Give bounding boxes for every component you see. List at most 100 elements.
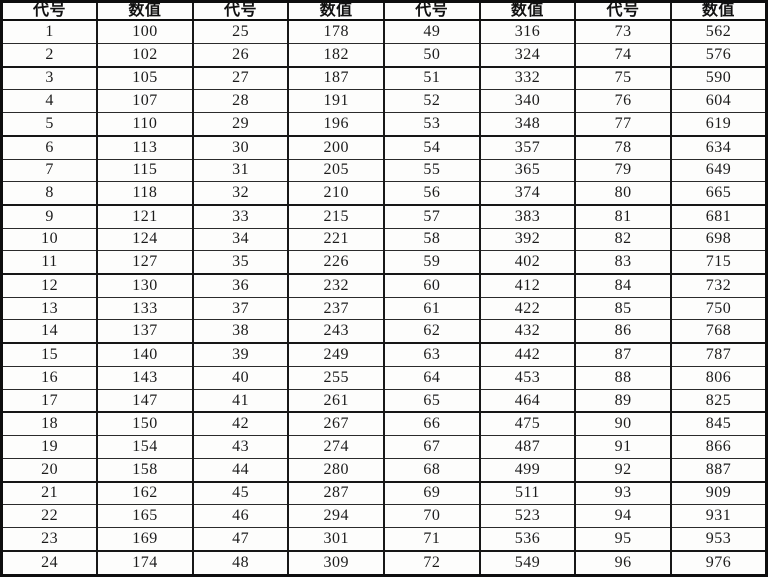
value-cell: 412: [478, 273, 577, 298]
table-row: 8 118 32 210 56 374 80 665: [0, 181, 768, 206]
code-cell: 72: [383, 550, 481, 577]
value-cell: 200: [287, 135, 385, 160]
value-cell: 127: [96, 250, 194, 276]
code-cell: 23: [0, 526, 99, 552]
value-cell: 619: [669, 111, 768, 137]
code-cell: 86: [574, 319, 672, 345]
table-row: 4 107 28 191 52 340 76 604: [0, 89, 768, 113]
code-cell: 61: [383, 296, 481, 321]
value-cell: 187: [287, 66, 385, 91]
code-cell: 8: [0, 181, 99, 206]
code-cell: 1: [0, 19, 99, 44]
table-row: 2 102 26 182 50 324 74 576: [0, 42, 768, 68]
value-cell: 866: [669, 435, 768, 459]
value-cell: 536: [478, 526, 577, 552]
value-cell: 453: [478, 366, 577, 390]
value-cell: 118: [96, 181, 194, 206]
value-cell: 316: [478, 19, 577, 44]
value-cell: 294: [287, 504, 385, 528]
table-body: 1 100 25 178 49 316 73 562 2 102 26 182 50 324 74 576 3 1…: [0, 19, 768, 577]
value-cell: 182: [287, 42, 385, 68]
code-cell: 90: [574, 411, 672, 437]
code-cell: 62: [383, 319, 481, 345]
value-cell: 210: [287, 181, 385, 206]
value-cell: 102: [96, 42, 194, 68]
table-row: 15 140 39 249 63 442 87 787: [0, 342, 768, 368]
code-cell: 60: [383, 273, 481, 298]
value-cell: 137: [96, 319, 194, 345]
value-cell: 191: [287, 89, 385, 113]
code-cell: 50: [383, 42, 481, 68]
code-cell: 58: [383, 227, 481, 252]
code-cell: 32: [191, 181, 290, 206]
table-row: 5 110 29 196 53 348 77 619: [0, 111, 768, 137]
code-cell: 6: [0, 135, 99, 160]
code-cell: 15: [0, 342, 99, 368]
value-cell: 140: [96, 342, 194, 368]
value-cell: 422: [478, 296, 577, 321]
code-cell: 88: [574, 366, 672, 390]
code-cell: 75: [574, 66, 672, 91]
code-cell: 45: [191, 481, 290, 506]
value-cell: 806: [669, 366, 768, 390]
code-cell: 31: [191, 158, 290, 183]
code-cell: 57: [383, 204, 481, 229]
code-cell: 36: [191, 273, 290, 298]
code-cell: 82: [574, 227, 672, 252]
code-cell: 2: [0, 42, 99, 68]
header-cell-value: 数值: [96, 1, 194, 21]
code-cell: 51: [383, 66, 481, 91]
code-cell: 52: [383, 89, 481, 113]
value-cell: 110: [96, 111, 194, 137]
value-cell: 154: [96, 435, 194, 459]
code-cell: 74: [574, 42, 672, 68]
value-cell: 150: [96, 411, 194, 437]
value-cell: 487: [478, 435, 577, 459]
code-cell: 59: [383, 250, 481, 276]
code-cell: 55: [383, 158, 481, 183]
code-cell: 20: [0, 457, 99, 483]
table-row: 9 121 33 215 57 383 81 681: [0, 204, 768, 229]
table-row: 23 169 47 301 71 536 95 953: [0, 526, 768, 552]
value-cell: 169: [96, 526, 194, 552]
value-cell: 100: [96, 19, 194, 44]
code-cell: 13: [0, 296, 99, 321]
code-cell: 14: [0, 319, 99, 345]
value-cell: 825: [669, 388, 768, 414]
code-cell: 7: [0, 158, 99, 183]
value-cell: 768: [669, 319, 768, 345]
code-cell: 9: [0, 204, 99, 229]
code-cell: 56: [383, 181, 481, 206]
table-row: 3 105 27 187 51 332 75 590: [0, 66, 768, 91]
value-cell: 143: [96, 366, 194, 390]
code-cell: 24: [0, 550, 99, 577]
value-cell: 178: [287, 19, 385, 44]
value-cell: 634: [669, 135, 768, 160]
code-cell: 84: [574, 273, 672, 298]
value-cell: 698: [669, 227, 768, 252]
code-cell: 46: [191, 504, 290, 528]
header-cell-code: 代号: [383, 1, 481, 21]
table-row: 17 147 41 261 65 464 89 825: [0, 388, 768, 414]
code-cell: 96: [574, 550, 672, 577]
value-cell: 165: [96, 504, 194, 528]
value-cell: 649: [669, 158, 768, 183]
table-row: 24 174 48 309 72 549 96 976: [0, 550, 768, 577]
value-cell: 124: [96, 227, 194, 252]
code-cell: 85: [574, 296, 672, 321]
code-cell: 35: [191, 250, 290, 276]
header-cell-code: 代号: [0, 1, 99, 21]
code-cell: 28: [191, 89, 290, 113]
code-cell: 93: [574, 481, 672, 506]
value-cell: 845: [669, 411, 768, 437]
header-cell-value: 数值: [478, 1, 577, 21]
code-cell: 29: [191, 111, 290, 137]
value-cell: 392: [478, 227, 577, 252]
code-cell: 76: [574, 89, 672, 113]
value-cell: 931: [669, 504, 768, 528]
code-cell: 42: [191, 411, 290, 437]
code-cell: 83: [574, 250, 672, 276]
value-cell: 909: [669, 481, 768, 506]
value-cell: 787: [669, 342, 768, 368]
